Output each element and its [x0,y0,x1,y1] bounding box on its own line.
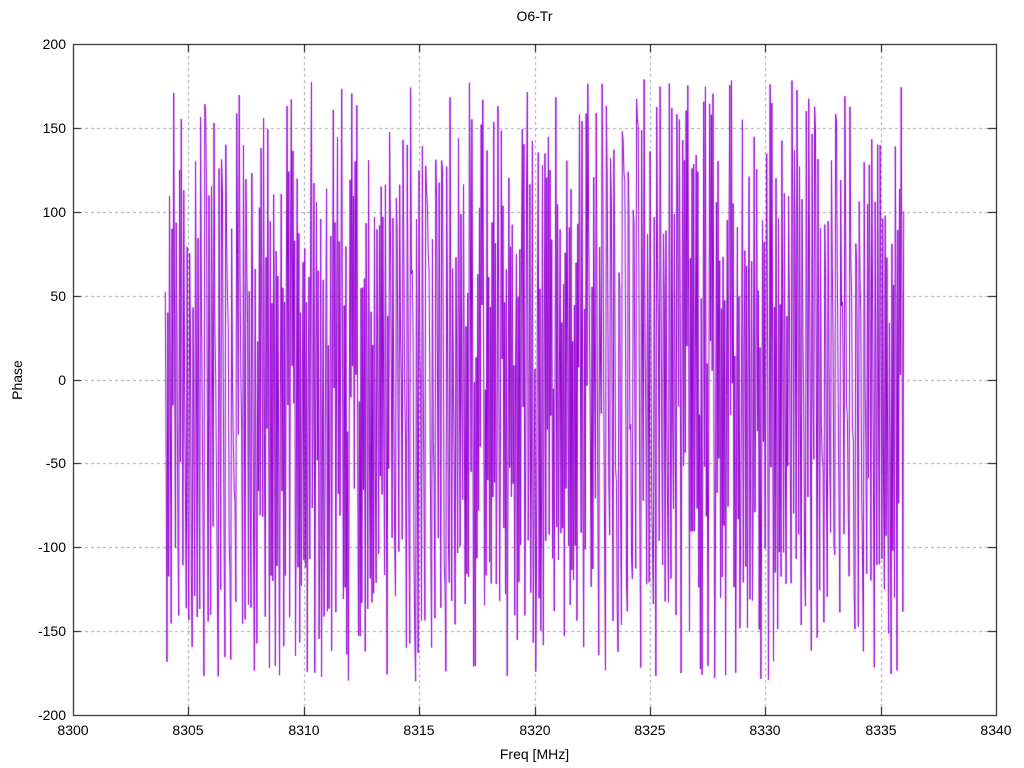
y-tick-label: -200 [37,707,66,723]
x-axis-label: Freq [MHz] [499,746,570,762]
x-tick-label: 8325 [634,722,666,738]
x-tick-label: 8330 [749,722,781,738]
x-tick-label: 8310 [288,722,320,738]
y-tick-label: 50 [50,288,66,304]
y-tick-label: -50 [45,455,66,471]
x-tick-label: 8300 [57,722,89,738]
x-tick-label: 8305 [172,722,204,738]
y-tick-label: 100 [42,204,66,220]
x-tick-label: 8340 [980,722,1012,738]
y-tick-label: -100 [37,539,66,555]
y-tick-label: 0 [58,372,66,388]
y-tick-label: -150 [37,623,66,639]
x-tick-label: 8320 [519,722,551,738]
chart-title: O6-Tr [516,8,553,24]
y-tick-label: 200 [42,36,66,52]
x-tick-label: 8315 [403,722,435,738]
y-tick-label: 150 [42,120,66,136]
x-tick-label: 8335 [865,722,897,738]
